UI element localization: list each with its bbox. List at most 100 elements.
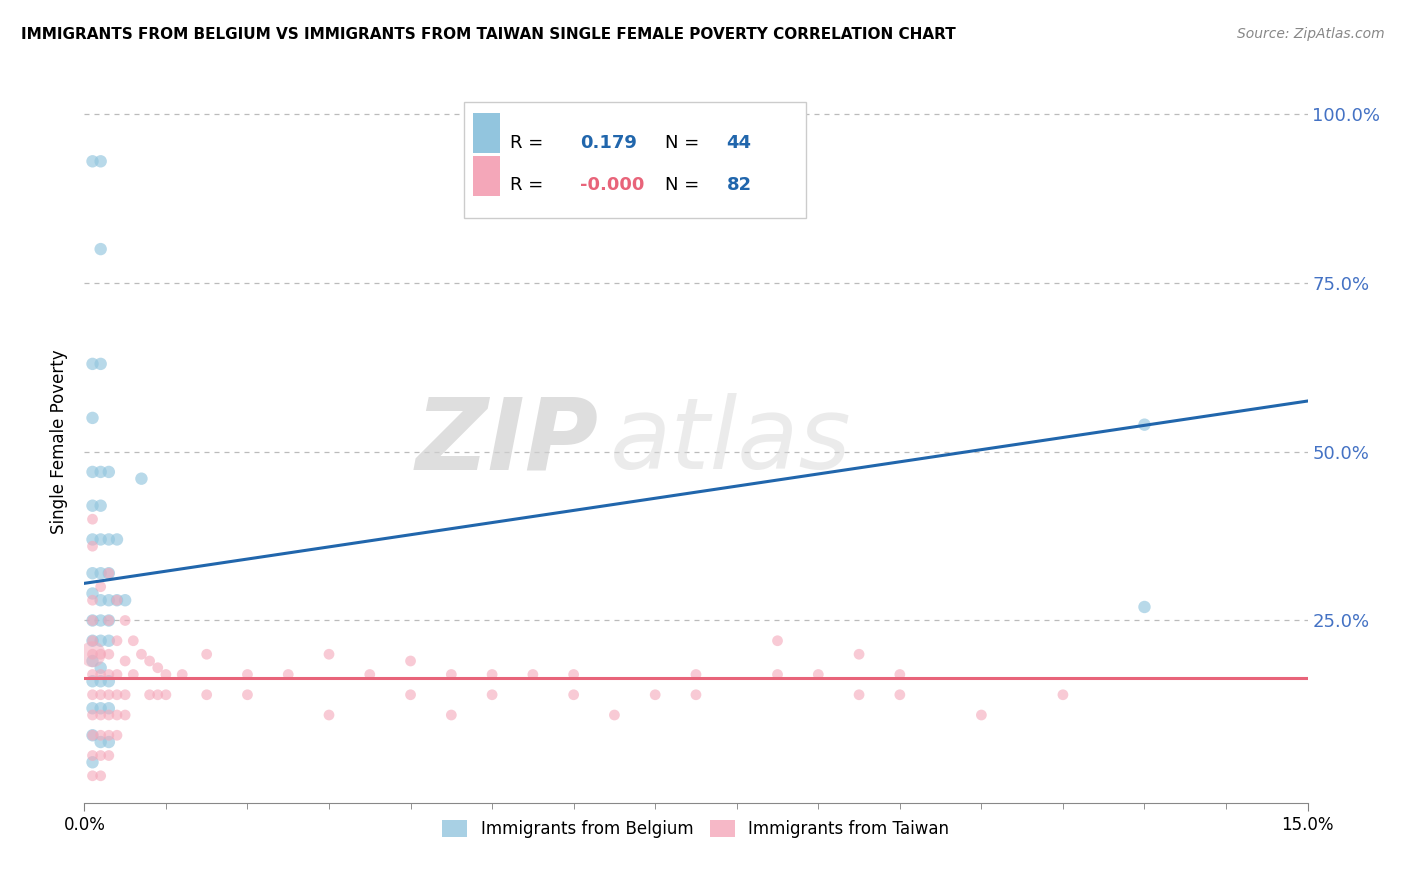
- Point: [97, 465, 120, 479]
- Point: [82, 674, 104, 689]
- Point: [97, 566, 120, 581]
- Point: [644, 688, 666, 702]
- Point: [82, 633, 104, 648]
- Point: [155, 688, 177, 702]
- Text: -0.000: -0.000: [579, 176, 644, 194]
- Point: [97, 748, 120, 763]
- Point: [90, 465, 112, 479]
- Point: [82, 566, 104, 581]
- Point: [97, 688, 120, 702]
- Point: [440, 708, 463, 723]
- Point: [481, 667, 503, 681]
- Point: [90, 633, 112, 648]
- Point: [90, 661, 112, 675]
- Point: [90, 728, 112, 742]
- Point: [90, 748, 112, 763]
- Point: [82, 614, 104, 628]
- Point: [97, 667, 120, 681]
- Point: [562, 688, 585, 702]
- Point: [97, 701, 120, 715]
- Legend: Immigrants from Belgium, Immigrants from Taiwan: Immigrants from Belgium, Immigrants from…: [436, 814, 956, 845]
- Bar: [464, 102, 806, 218]
- Point: [97, 735, 120, 749]
- Point: [105, 688, 128, 702]
- Point: [90, 533, 112, 547]
- Point: [848, 688, 870, 702]
- Point: [685, 688, 707, 702]
- Point: [82, 593, 104, 607]
- Point: [122, 633, 145, 648]
- Point: [82, 654, 104, 668]
- Point: [90, 708, 112, 723]
- Point: [82, 411, 104, 425]
- Point: [236, 667, 259, 681]
- Bar: [474, 156, 501, 196]
- Point: [114, 593, 136, 607]
- Point: [138, 654, 160, 668]
- Point: [90, 357, 112, 371]
- Point: [90, 614, 112, 628]
- Point: [766, 667, 789, 681]
- Point: [97, 633, 120, 648]
- Point: [90, 647, 112, 661]
- Point: [82, 748, 104, 763]
- Point: [90, 735, 112, 749]
- Point: [481, 688, 503, 702]
- Text: ZIP: ZIP: [415, 393, 598, 490]
- Point: [90, 580, 112, 594]
- Point: [82, 586, 104, 600]
- Point: [195, 688, 218, 702]
- Point: [970, 708, 993, 723]
- Point: [97, 593, 120, 607]
- Point: [82, 769, 104, 783]
- Point: [82, 667, 104, 681]
- Text: N =: N =: [665, 176, 700, 194]
- Point: [82, 701, 104, 715]
- Point: [440, 667, 463, 681]
- Point: [82, 688, 104, 702]
- Point: [82, 154, 104, 169]
- Point: [97, 614, 120, 628]
- Point: [97, 708, 120, 723]
- Point: [236, 688, 259, 702]
- Point: [766, 633, 789, 648]
- Text: Source: ZipAtlas.com: Source: ZipAtlas.com: [1237, 27, 1385, 41]
- Point: [82, 539, 104, 553]
- Point: [90, 566, 112, 581]
- Point: [1133, 599, 1156, 614]
- Point: [105, 728, 128, 742]
- Point: [82, 708, 104, 723]
- Text: atlas: atlas: [610, 393, 852, 490]
- Text: N =: N =: [665, 134, 700, 153]
- Point: [90, 242, 112, 256]
- Point: [82, 357, 104, 371]
- Point: [97, 728, 120, 742]
- Point: [90, 674, 112, 689]
- Point: [90, 499, 112, 513]
- Point: [807, 667, 830, 681]
- Point: [82, 499, 104, 513]
- Point: [90, 593, 112, 607]
- Point: [82, 728, 104, 742]
- Point: [399, 688, 422, 702]
- Point: [146, 661, 169, 675]
- Point: [97, 674, 120, 689]
- Text: R =: R =: [510, 134, 543, 153]
- Point: [603, 708, 626, 723]
- Point: [105, 708, 128, 723]
- Point: [97, 647, 120, 661]
- Point: [889, 688, 911, 702]
- Point: [155, 667, 177, 681]
- Text: 0.179: 0.179: [579, 134, 637, 153]
- Point: [90, 769, 112, 783]
- Point: [82, 647, 104, 661]
- Point: [114, 708, 136, 723]
- Point: [1133, 417, 1156, 432]
- Point: [97, 614, 120, 628]
- Text: R =: R =: [510, 176, 543, 194]
- Point: [105, 593, 128, 607]
- Point: [82, 465, 104, 479]
- Y-axis label: Single Female Poverty: Single Female Poverty: [51, 350, 69, 533]
- Point: [195, 647, 218, 661]
- Point: [114, 688, 136, 702]
